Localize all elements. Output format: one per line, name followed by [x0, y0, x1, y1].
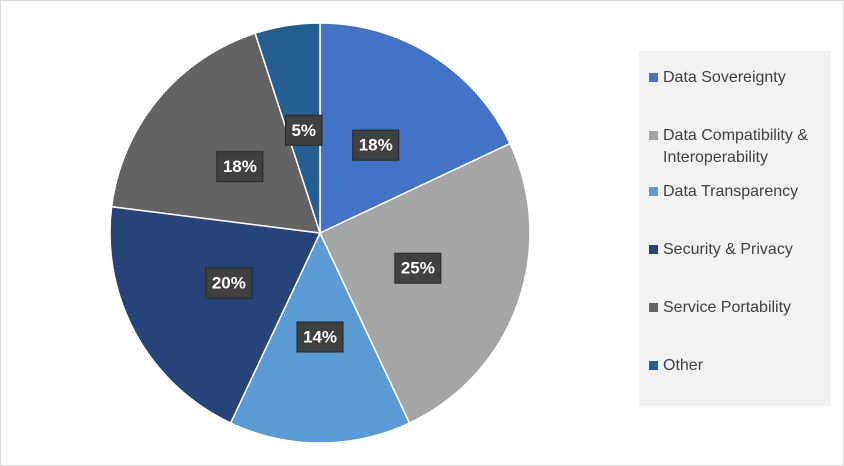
- data-label-group: 18%: [352, 129, 400, 161]
- data-label-box: [205, 267, 253, 299]
- legend: Data Sovereignty Data Compatibility & Int…: [639, 51, 831, 406]
- legend-swatch: [649, 361, 658, 370]
- legend-swatch: [649, 73, 658, 82]
- data-label: 20%: [212, 274, 246, 293]
- legend-swatch: [649, 303, 658, 312]
- data-label: 14%: [303, 327, 337, 346]
- data-label-box: [284, 114, 323, 146]
- data-label: 25%: [401, 259, 435, 278]
- legend-label: Security & Privacy: [663, 241, 793, 258]
- pie-slice: [109, 205, 322, 425]
- data-label: 5%: [291, 121, 316, 140]
- pie-slice: [110, 32, 322, 234]
- data-label: 18%: [223, 157, 257, 176]
- data-label-box: [394, 252, 442, 284]
- data-label-group: 18%: [216, 151, 264, 183]
- legend-label: Data Transparency: [663, 183, 799, 200]
- legend-swatch: [649, 131, 658, 140]
- data-label-group: 5%: [284, 114, 323, 146]
- legend-label: Data Compatibility & Interoperability: [663, 127, 808, 166]
- legend-item: Service Portability: [649, 297, 829, 319]
- legend-label: Other: [663, 357, 704, 374]
- data-label-group: 25%: [394, 252, 442, 284]
- pie-slice: [319, 22, 512, 235]
- legend-item: Data Transparency: [649, 181, 829, 203]
- legend-item: Security & Privacy: [649, 239, 829, 261]
- legend-item: Data Sovereignty: [649, 67, 829, 89]
- data-label-box: [216, 151, 264, 183]
- legend-item: Other: [649, 355, 829, 377]
- data-label-group: 20%: [205, 267, 253, 299]
- legend-swatch: [649, 187, 658, 196]
- data-label-group: 14%: [296, 321, 344, 353]
- legend-swatch: [649, 245, 658, 254]
- data-label-box: [352, 129, 400, 161]
- legend-label: Data Sovereignty: [663, 69, 786, 86]
- legend-label: Service Portability: [663, 299, 792, 316]
- data-label-box: [296, 321, 344, 353]
- legend-item: Data Compatibility & Interoperability: [649, 125, 829, 169]
- data-label: 18%: [359, 136, 393, 155]
